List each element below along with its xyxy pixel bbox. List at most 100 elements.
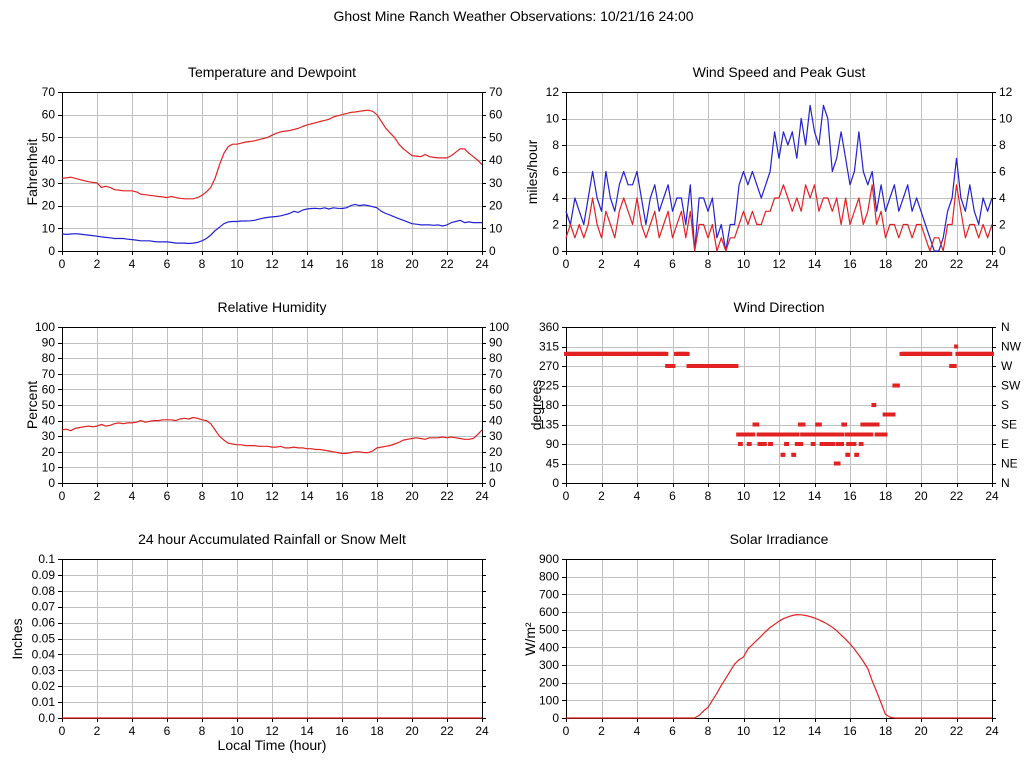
- svg-text:360: 360: [539, 320, 559, 334]
- svg-text:0.08: 0.08: [32, 584, 56, 598]
- svg-text:8: 8: [199, 489, 206, 503]
- svg-text:4: 4: [999, 191, 1006, 205]
- svg-text:80: 80: [42, 351, 56, 365]
- svg-text:SW: SW: [1001, 379, 1021, 393]
- svg-text:90: 90: [42, 336, 56, 350]
- svg-text:30: 30: [489, 429, 503, 443]
- svg-text:50: 50: [42, 130, 56, 144]
- svg-text:60: 60: [42, 382, 56, 396]
- svg-text:50: 50: [489, 398, 503, 412]
- svg-text:18: 18: [879, 724, 893, 738]
- svg-text:14: 14: [808, 257, 822, 271]
- svg-text:200: 200: [539, 676, 559, 690]
- chart-title-rainfall: 24 hour Accumulated Rainfall or Snow Mel…: [138, 531, 406, 547]
- svg-text:70: 70: [42, 85, 56, 99]
- y-axis-label-temperature-dewpoint: Fahrenheit: [24, 138, 40, 205]
- svg-text:24: 24: [985, 489, 999, 503]
- svg-text:10: 10: [230, 257, 244, 271]
- svg-text:6: 6: [669, 489, 676, 503]
- svg-text:100: 100: [489, 320, 509, 334]
- svg-text:4: 4: [552, 191, 559, 205]
- page-title: Ghost Mine Ranch Weather Observations: 1…: [333, 8, 694, 24]
- svg-text:20: 20: [914, 257, 928, 271]
- svg-text:700: 700: [539, 587, 559, 601]
- svg-text:12: 12: [265, 724, 279, 738]
- svg-text:18: 18: [370, 489, 384, 503]
- svg-text:0.04: 0.04: [32, 647, 56, 661]
- svg-text:10: 10: [42, 460, 56, 474]
- svg-text:0.03: 0.03: [32, 663, 56, 677]
- svg-text:2: 2: [94, 489, 101, 503]
- svg-text:12: 12: [772, 489, 786, 503]
- svg-text:8: 8: [199, 724, 206, 738]
- svg-text:E: E: [1001, 437, 1009, 451]
- svg-text:0.09: 0.09: [32, 568, 56, 582]
- svg-text:70: 70: [489, 367, 503, 381]
- svg-text:60: 60: [42, 108, 56, 122]
- svg-text:N: N: [1001, 476, 1010, 490]
- svg-text:0: 0: [999, 244, 1006, 258]
- chart-title-wind-direction: Wind Direction: [733, 299, 825, 315]
- svg-text:90: 90: [546, 437, 560, 451]
- svg-text:6: 6: [164, 489, 171, 503]
- svg-text:6: 6: [669, 257, 676, 271]
- svg-text:10: 10: [737, 724, 751, 738]
- svg-text:12: 12: [265, 257, 279, 271]
- svg-text:6: 6: [164, 257, 171, 271]
- series-temperature: [61, 109, 483, 200]
- svg-text:225: 225: [539, 379, 559, 393]
- series-wind-direction: [564, 344, 994, 466]
- svg-text:18: 18: [370, 257, 384, 271]
- svg-text:8: 8: [705, 724, 712, 738]
- svg-text:30: 30: [42, 176, 56, 190]
- svg-text:10: 10: [230, 489, 244, 503]
- svg-text:4: 4: [129, 724, 136, 738]
- svg-text:4: 4: [634, 489, 641, 503]
- svg-text:16: 16: [335, 489, 349, 503]
- svg-text:0: 0: [563, 257, 570, 271]
- svg-text:N: N: [1001, 320, 1010, 334]
- svg-text:4: 4: [129, 257, 136, 271]
- svg-text:20: 20: [914, 489, 928, 503]
- svg-text:2: 2: [598, 489, 605, 503]
- svg-text:10: 10: [489, 221, 503, 235]
- svg-text:18: 18: [370, 724, 384, 738]
- svg-text:40: 40: [42, 414, 56, 428]
- svg-text:24: 24: [985, 257, 999, 271]
- svg-text:20: 20: [405, 257, 419, 271]
- series-dewpoint: [61, 203, 482, 245]
- svg-text:0.06: 0.06: [32, 616, 56, 630]
- svg-text:12: 12: [772, 257, 786, 271]
- svg-text:60: 60: [489, 382, 503, 396]
- svg-text:10: 10: [42, 221, 56, 235]
- svg-text:0.07: 0.07: [32, 600, 56, 614]
- svg-text:16: 16: [843, 489, 857, 503]
- svg-text:NE: NE: [1001, 457, 1018, 471]
- svg-text:30: 30: [42, 429, 56, 443]
- svg-text:14: 14: [808, 489, 822, 503]
- svg-text:10: 10: [999, 112, 1013, 126]
- svg-text:12: 12: [772, 724, 786, 738]
- svg-text:W: W: [1001, 359, 1013, 373]
- svg-text:2: 2: [552, 218, 559, 232]
- svg-text:0: 0: [563, 489, 570, 503]
- svg-text:2: 2: [94, 724, 101, 738]
- svg-text:10: 10: [737, 489, 751, 503]
- x-axis-label-rainfall: Local Time (hour): [217, 737, 327, 753]
- svg-text:6: 6: [552, 165, 559, 179]
- svg-text:0: 0: [59, 257, 66, 271]
- svg-text:S: S: [1001, 398, 1009, 412]
- svg-text:18: 18: [879, 257, 893, 271]
- svg-text:100: 100: [35, 320, 55, 334]
- svg-text:315: 315: [539, 340, 559, 354]
- svg-text:24: 24: [475, 489, 489, 503]
- svg-text:400: 400: [539, 640, 559, 654]
- svg-text:16: 16: [843, 724, 857, 738]
- series-solar-irradiance: [566, 613, 992, 719]
- svg-text:0.05: 0.05: [32, 632, 56, 646]
